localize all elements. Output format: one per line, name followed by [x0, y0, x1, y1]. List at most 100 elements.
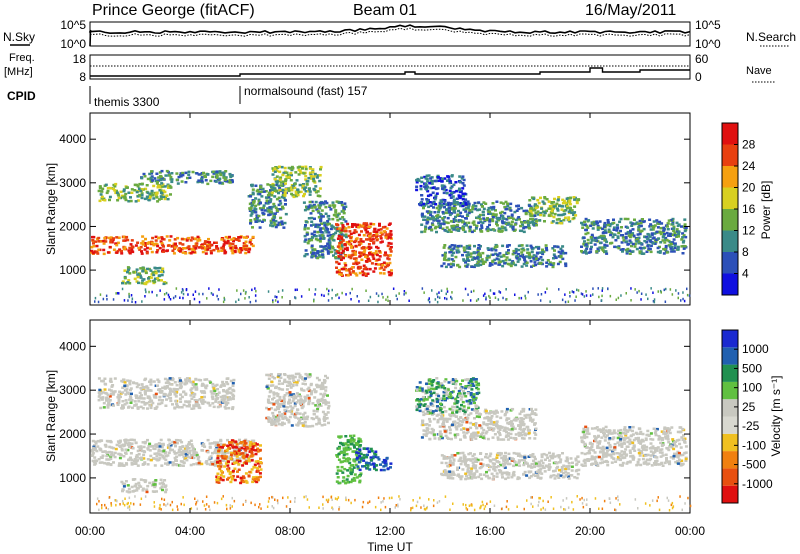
range-cell: [90, 249, 94, 253]
range-cell: [222, 300, 225, 304]
range-cell: [506, 262, 510, 266]
range-cell: [337, 234, 341, 238]
range-cell: [135, 268, 139, 271]
range-cell: [296, 379, 300, 382]
range-cell: [229, 457, 233, 460]
range-cell: [243, 439, 247, 443]
range-cell: [126, 238, 130, 242]
range-cell: [625, 252, 629, 255]
range-cell: [219, 470, 223, 473]
range-cell: [180, 395, 184, 399]
range-cell: [168, 377, 172, 380]
range-cell: [532, 254, 536, 257]
data-band: [270, 165, 323, 199]
range-cell: [233, 461, 237, 465]
range-cell: [218, 288, 220, 291]
range-cell: [273, 223, 277, 226]
range-cell: [101, 379, 105, 383]
range-cell: [228, 472, 232, 476]
range-cell: [365, 223, 369, 227]
range-cell: [197, 455, 201, 459]
range-cell: [282, 402, 286, 406]
range-cell: [124, 192, 128, 196]
range-cell: [149, 389, 153, 392]
range-cell: [143, 391, 147, 394]
range-cell: [172, 252, 176, 255]
range-cell: [294, 396, 298, 400]
range-cell: [649, 250, 653, 254]
range-cell: [221, 247, 225, 250]
range-cell: [367, 259, 371, 262]
range-cell: [232, 389, 236, 393]
range-cell: [145, 184, 149, 187]
range-cell: [509, 223, 513, 226]
range-cell: [112, 404, 115, 407]
range-cell: [167, 293, 170, 297]
range-cell: [464, 198, 468, 201]
range-cell: [344, 264, 348, 267]
range-cell: [122, 195, 126, 199]
range-cell: [427, 205, 431, 209]
range-cell: [436, 300, 439, 304]
range-cell: [169, 186, 173, 189]
range-cell: [645, 241, 649, 244]
range-cell: [258, 226, 262, 229]
range-cell: [127, 445, 131, 449]
range-cell: [444, 211, 448, 215]
range-cell: [340, 235, 344, 239]
range-cell: [256, 478, 260, 482]
range-cell: [211, 402, 215, 405]
range-cell: [436, 219, 440, 222]
range-cell: [356, 295, 358, 298]
range-cell: [446, 230, 450, 233]
range-cell: [468, 228, 472, 231]
range-cell: [485, 218, 489, 222]
range-cell: [108, 399, 112, 402]
range-cell: [135, 183, 139, 187]
range-cell: [310, 220, 314, 223]
range-cell: [464, 203, 468, 206]
range-cell: [307, 397, 311, 400]
range-cell: [151, 194, 155, 197]
range-cell: [135, 382, 139, 385]
range-cell: [226, 464, 230, 467]
range-cell: [342, 267, 346, 271]
range-cell: [443, 206, 446, 209]
range-cell: [140, 242, 144, 245]
range-cell: [179, 175, 183, 178]
range-cell: [343, 247, 347, 250]
range-cell: [167, 451, 171, 455]
range-cell: [189, 463, 193, 467]
range-cell: [259, 186, 263, 189]
range-cell: [163, 479, 167, 482]
range-cell: [284, 417, 288, 420]
range-cell: [638, 251, 642, 255]
range-cell: [429, 210, 433, 214]
range-cell: [443, 244, 447, 247]
range-cell: [304, 174, 308, 178]
range-cell: [284, 178, 288, 182]
range-cell: [189, 394, 193, 397]
range-cell: [115, 191, 119, 194]
range-cell: [430, 222, 434, 225]
range-cell: [159, 185, 163, 188]
range-cell: [120, 480, 124, 484]
range-cell: [237, 447, 241, 451]
range-cell: [567, 218, 571, 221]
range-cell: [165, 235, 169, 238]
range-cell: [267, 377, 271, 380]
range-cell: [464, 287, 467, 291]
range-cell: [281, 412, 285, 416]
range-cell: [306, 227, 310, 230]
range-cell: [238, 457, 242, 460]
range-cell: [629, 221, 633, 224]
range-cell: [152, 243, 156, 246]
range-cell: [323, 412, 327, 416]
range-cell: [447, 206, 451, 210]
range-cell: [343, 202, 347, 205]
range-cell: [433, 226, 437, 230]
range-cell: [468, 209, 472, 212]
range-cell: [90, 251, 93, 254]
range-cell: [509, 264, 513, 268]
